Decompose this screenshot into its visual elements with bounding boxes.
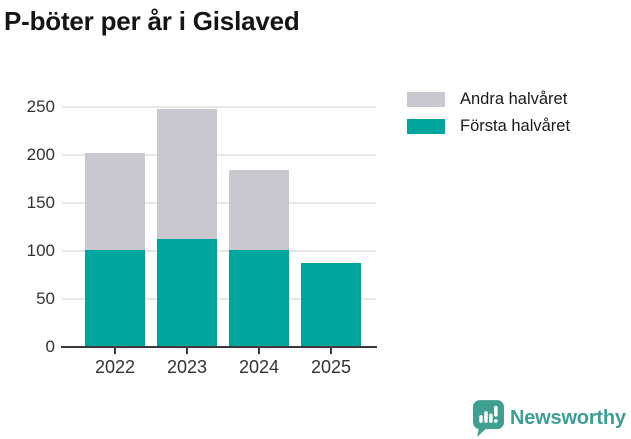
y-gridline-50	[62, 298, 376, 300]
y-tick-label-150: 150	[26, 193, 55, 212]
y-tick-label-50: 50	[36, 289, 55, 308]
x-tick-2024	[258, 348, 260, 354]
x-tick-label-2025: 2025	[310, 357, 352, 377]
bar-2022-första-halvåret	[85, 250, 145, 347]
x-tick-label-2023: 2023	[166, 357, 208, 377]
bar-2023-första-halvåret	[157, 238, 217, 347]
x-tick-label-2022: 2022	[94, 357, 136, 377]
bar-2025-första-halvåret	[301, 263, 361, 347]
newsworthy-pin-barchart-icon	[473, 400, 504, 437]
y-gridline-100	[62, 250, 376, 252]
legend-label-forsta: Första halvåret	[460, 116, 571, 135]
x-tick-2023	[186, 348, 188, 354]
y-tick-label-0: 0	[45, 337, 55, 356]
y-gridline-200	[62, 154, 376, 156]
bar-2024-andra-halvåret	[229, 170, 289, 251]
bar-2023-andra-halvåret	[157, 108, 217, 239]
y-gridline-250	[62, 106, 376, 108]
legend-label-andra: Andra halvåret	[460, 89, 568, 108]
y-gridline-150	[62, 202, 376, 204]
y-tick-label-200: 200	[26, 145, 55, 164]
newsworthy-logo[interactable]: Newsworthy	[473, 400, 626, 437]
y-tick-label-250: 250	[26, 97, 55, 116]
y-tick-label-100: 100	[26, 241, 55, 260]
x-axis-line	[61, 345, 377, 348]
x-tick-label-2024: 2024	[238, 357, 280, 377]
newsworthy-logo-text: Newsworthy	[510, 407, 626, 429]
chart-title: P-böter per år i Gislaved	[4, 6, 300, 36]
legend-item-andra: Andra halvåret	[407, 89, 570, 108]
plot-area	[62, 106, 376, 347]
legend-swatch-andra	[407, 91, 445, 107]
x-tick-2022	[114, 348, 116, 354]
legend-item-forsta: Första halvåret	[407, 116, 571, 135]
chart-legend: Andra halvåret Första halvåret	[407, 89, 571, 145]
legend-swatch-forsta	[407, 118, 445, 134]
x-tick-2025	[330, 348, 332, 354]
bar-2022-andra-halvåret	[85, 153, 145, 251]
bar-2024-första-halvåret	[229, 250, 289, 347]
